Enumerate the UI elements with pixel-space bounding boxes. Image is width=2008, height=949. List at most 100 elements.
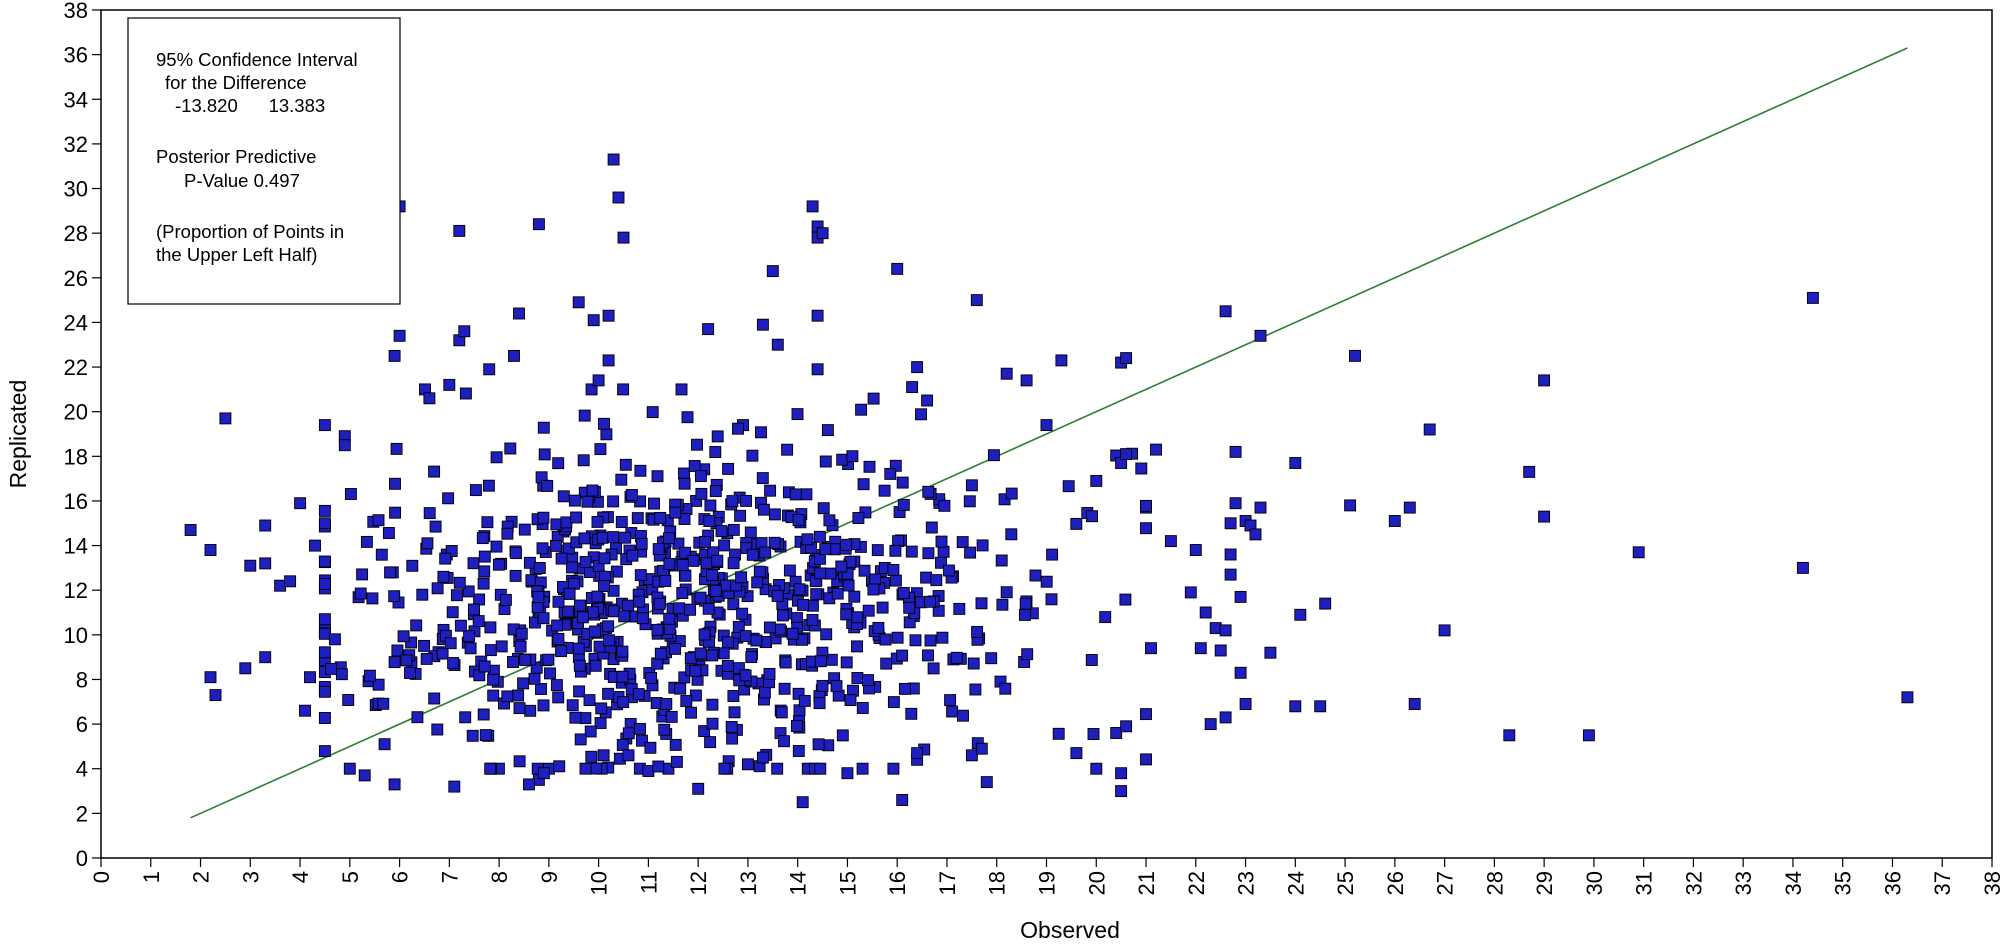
y-tick-label: 2	[76, 801, 88, 826]
x-tick-label: 1	[139, 871, 164, 883]
data-point	[535, 683, 547, 695]
data-point	[857, 478, 870, 491]
x-tick-label: 14	[786, 871, 811, 895]
data-point	[922, 485, 935, 498]
data-point	[1099, 611, 1112, 624]
x-tick-label: 11	[636, 871, 661, 894]
data-point	[651, 470, 664, 483]
data-point	[727, 690, 740, 702]
data-point	[537, 421, 550, 434]
data-point	[816, 227, 829, 240]
data-point	[654, 511, 667, 524]
data-point	[692, 782, 705, 795]
data-point	[1115, 767, 1128, 780]
data-point	[512, 689, 525, 702]
x-tick-label: 2	[189, 871, 214, 883]
data-point	[842, 579, 855, 592]
data-point	[756, 751, 769, 764]
data-point	[798, 694, 811, 707]
x-tick-label: 0	[89, 871, 114, 883]
x-tick-label: 17	[935, 871, 960, 895]
data-point	[660, 698, 673, 710]
data-point	[616, 670, 629, 683]
data-point	[889, 544, 902, 557]
data-point	[318, 504, 331, 517]
data-point	[715, 525, 728, 538]
data-point	[789, 488, 802, 501]
data-point	[704, 499, 717, 512]
data-point	[550, 679, 563, 692]
data-point	[244, 559, 257, 572]
data-point	[459, 387, 472, 400]
data-point	[501, 690, 514, 703]
data-point	[477, 708, 490, 721]
x-tick-label: 37	[1930, 871, 1955, 895]
y-axis-title: Replicated	[5, 380, 31, 489]
data-point	[1140, 522, 1152, 535]
x-tick-label: 4	[288, 871, 313, 883]
legend-line-3: -13.820 13.383	[175, 95, 325, 116]
data-point	[391, 644, 404, 657]
data-point	[484, 762, 497, 775]
data-point	[1523, 465, 1536, 478]
data-point	[375, 548, 388, 561]
data-point	[976, 539, 989, 552]
y-tick-label: 20	[64, 400, 88, 425]
data-point	[911, 361, 924, 374]
data-point	[975, 597, 988, 610]
data-point	[354, 587, 367, 600]
data-point	[1150, 443, 1162, 456]
data-point	[670, 755, 683, 768]
data-point	[813, 530, 826, 543]
data-point	[841, 767, 854, 780]
data-point	[531, 601, 544, 614]
data-point	[806, 599, 819, 612]
data-point	[1538, 374, 1551, 387]
data-point	[184, 524, 197, 536]
data-point	[487, 689, 500, 702]
data-point	[744, 526, 757, 539]
data-point	[1199, 606, 1212, 619]
data-point	[1140, 708, 1152, 721]
data-point	[684, 652, 697, 665]
data-point	[1120, 720, 1133, 733]
y-tick-label: 26	[64, 266, 88, 291]
x-tick-label: 32	[1681, 871, 1706, 895]
data-point	[445, 545, 458, 557]
data-point	[811, 309, 824, 322]
data-point	[274, 579, 287, 592]
data-point	[462, 585, 475, 598]
data-point	[706, 649, 719, 662]
data-point	[519, 654, 532, 666]
data-point	[963, 495, 976, 508]
data-point	[552, 457, 565, 470]
data-point	[848, 590, 861, 603]
data-point	[891, 631, 904, 644]
data-point	[578, 532, 591, 545]
data-point	[756, 472, 769, 485]
data-point	[615, 473, 628, 486]
data-point	[411, 711, 424, 724]
y-tick-label: 10	[64, 623, 88, 648]
data-point	[704, 736, 717, 749]
y-tick-label: 14	[64, 534, 88, 559]
data-point	[515, 627, 528, 640]
data-point	[483, 363, 496, 376]
data-point	[1224, 548, 1237, 561]
data-point	[1239, 698, 1252, 710]
data-point	[478, 660, 491, 673]
data-point	[1209, 622, 1222, 635]
data-point	[570, 511, 583, 524]
data-point	[844, 694, 857, 707]
data-point	[537, 612, 550, 625]
data-point	[856, 702, 869, 714]
data-point	[448, 780, 461, 793]
data-point	[819, 543, 832, 556]
data-point	[551, 619, 564, 632]
data-point	[852, 512, 865, 524]
data-point	[678, 467, 690, 480]
legend-frame	[127, 17, 401, 305]
data-point	[304, 671, 316, 684]
data-point	[600, 428, 613, 441]
data-point	[294, 497, 307, 510]
